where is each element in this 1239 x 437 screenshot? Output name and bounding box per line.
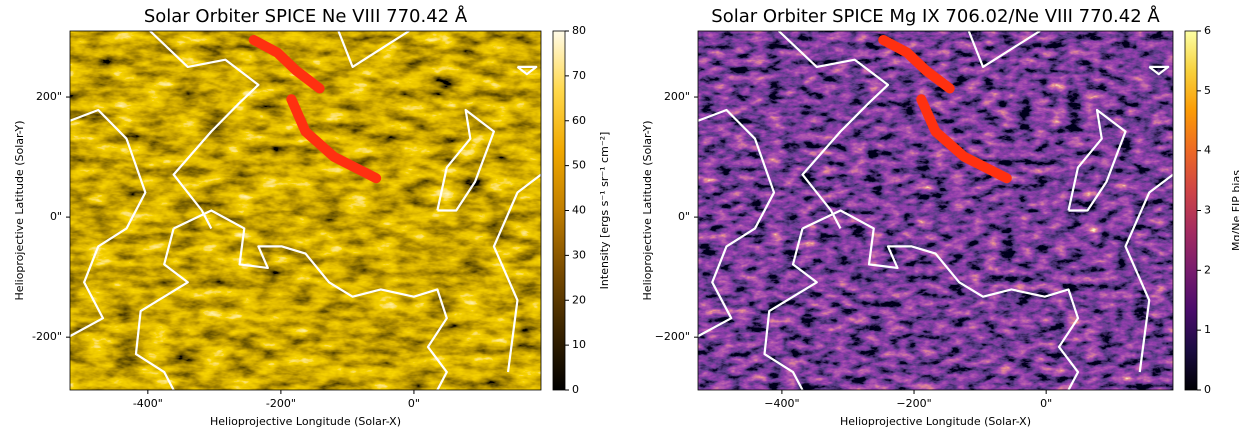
contour — [1124, 173, 1173, 373]
image — [698, 31, 1173, 390]
colorbar — [552, 30, 566, 391]
colorbar-tick-label: 3 — [1204, 204, 1211, 217]
red-track — [286, 94, 382, 184]
x-tick-label: 0" — [1040, 397, 1052, 410]
colorbar-tick-label: 30 — [572, 248, 586, 261]
colorbar-tick-label: 70 — [572, 69, 586, 82]
y-tick-label: 200" — [36, 90, 62, 103]
x-tick-label: −200" — [896, 397, 931, 410]
colorbar-tick-label: 2 — [1204, 263, 1211, 276]
red-track — [878, 34, 955, 94]
colorbar-tick-label: 60 — [572, 114, 586, 127]
colorbar-label: Mg/Ne FIP bias — [1230, 170, 1239, 251]
chart-title: Solar Orbiter SPICE Mg IX 706.02/Ne VIII… — [711, 5, 1160, 27]
colorbar-tick-label: 40 — [572, 204, 586, 217]
y-tick-label: −200" — [655, 330, 690, 343]
contour — [337, 31, 410, 68]
colorbar-tick-label: 0 — [572, 383, 579, 396]
x-tick-label: −400" — [764, 397, 799, 410]
contour — [802, 209, 1080, 390]
y-tick-label: 0" — [50, 210, 62, 223]
contour — [1067, 108, 1127, 212]
overlay — [70, 31, 541, 390]
contour — [763, 228, 818, 390]
colorbar-tick-label: 20 — [572, 293, 586, 306]
plot-frame — [697, 30, 1174, 391]
colorbar-tick-label: 4 — [1204, 144, 1211, 157]
x-tick-label: -200" — [266, 397, 296, 410]
plot-frame — [69, 30, 542, 391]
contour — [492, 173, 541, 373]
colorbar-tick-label: 0 — [1204, 383, 1211, 396]
red-track — [248, 34, 325, 94]
contour — [777, 31, 890, 229]
colorbar — [1184, 30, 1198, 391]
colorbar-tick-label: 1 — [1204, 323, 1211, 336]
y-tick-label: -200" — [32, 330, 62, 343]
contour — [134, 228, 189, 390]
contour — [436, 108, 495, 212]
contour — [967, 31, 1041, 68]
overlay — [698, 31, 1173, 390]
colorbar-label: Intensity [ergs s⁻¹ sr⁻¹ cm⁻²] — [598, 132, 611, 290]
image — [70, 31, 541, 390]
colorbar-tick-label: 6 — [1204, 24, 1211, 37]
contour — [70, 108, 147, 338]
contour — [149, 31, 260, 229]
y-tick-label: 0" — [678, 210, 690, 223]
y-axis-label: Helioprojective Latitude (Solar-Y) — [641, 121, 654, 301]
x-tick-label: -400" — [133, 397, 163, 410]
colorbar-tick-label: 50 — [572, 159, 586, 172]
x-axis-label: Helioprojective Longitude (Solar-X) — [210, 415, 401, 428]
contour — [1148, 65, 1170, 76]
red-track — [916, 94, 1012, 184]
y-axis-label: Helioprojective Latitude (Solar-Y) — [13, 121, 26, 301]
colorbar-tick-label: 5 — [1204, 84, 1211, 97]
contour — [516, 65, 538, 76]
contour — [173, 209, 448, 390]
y-tick-label: 200" — [664, 90, 690, 103]
chart-title: Solar Orbiter SPICE Ne VIII 770.42 Å — [144, 5, 468, 27]
colorbar-tick-label: 10 — [572, 338, 586, 351]
colorbar-tick-label: 80 — [572, 24, 586, 37]
x-axis-label: Helioprojective Longitude (Solar-X) — [840, 415, 1031, 428]
x-tick-label: 0" — [408, 397, 420, 410]
contour — [698, 108, 776, 338]
